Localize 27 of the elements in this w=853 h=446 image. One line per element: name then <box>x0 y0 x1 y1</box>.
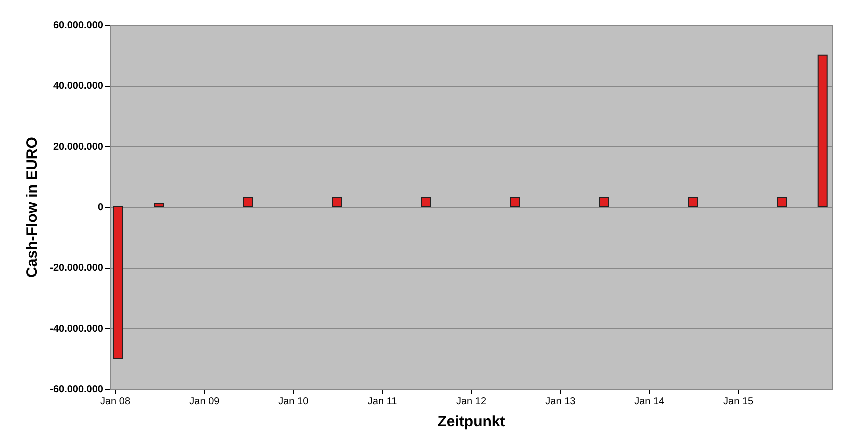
x-tick-label: Jan 10 <box>278 396 310 408</box>
y-tick-label: -40.000.000 <box>50 324 104 335</box>
y-tick-label: -20.000.000 <box>50 263 104 274</box>
bar <box>818 54 828 208</box>
bar <box>777 197 788 208</box>
x-axis-title: Zeitpunkt <box>438 414 506 430</box>
x-tick-label: Jan 08 <box>100 396 131 408</box>
y-tick-label: 60.000.000 <box>53 20 104 32</box>
x-tick-label: Jan 13 <box>546 396 576 408</box>
x-tick-label: Jan 09 <box>190 396 220 408</box>
bar <box>154 203 164 208</box>
bar <box>688 197 698 208</box>
x-tick-label: Jan 11 <box>368 396 398 408</box>
y-tick-label: 40.000.000 <box>53 81 104 92</box>
bar <box>243 197 254 208</box>
y-tick-label: 0 <box>98 202 104 214</box>
y-tick-label: 20.000.000 <box>53 142 104 153</box>
y-axis-title: Cash-Flow in EURO <box>24 136 42 278</box>
bar <box>599 197 610 208</box>
bar <box>113 206 124 360</box>
x-tick-label: Jan 14 <box>634 396 666 408</box>
x-tick-label: Jan 12 <box>456 396 487 408</box>
x-tick-label: Jan 15 <box>724 396 754 408</box>
bar <box>510 197 520 208</box>
bar <box>332 197 342 208</box>
bar <box>421 197 432 208</box>
y-tick-label: -60.000.000 <box>50 384 104 396</box>
